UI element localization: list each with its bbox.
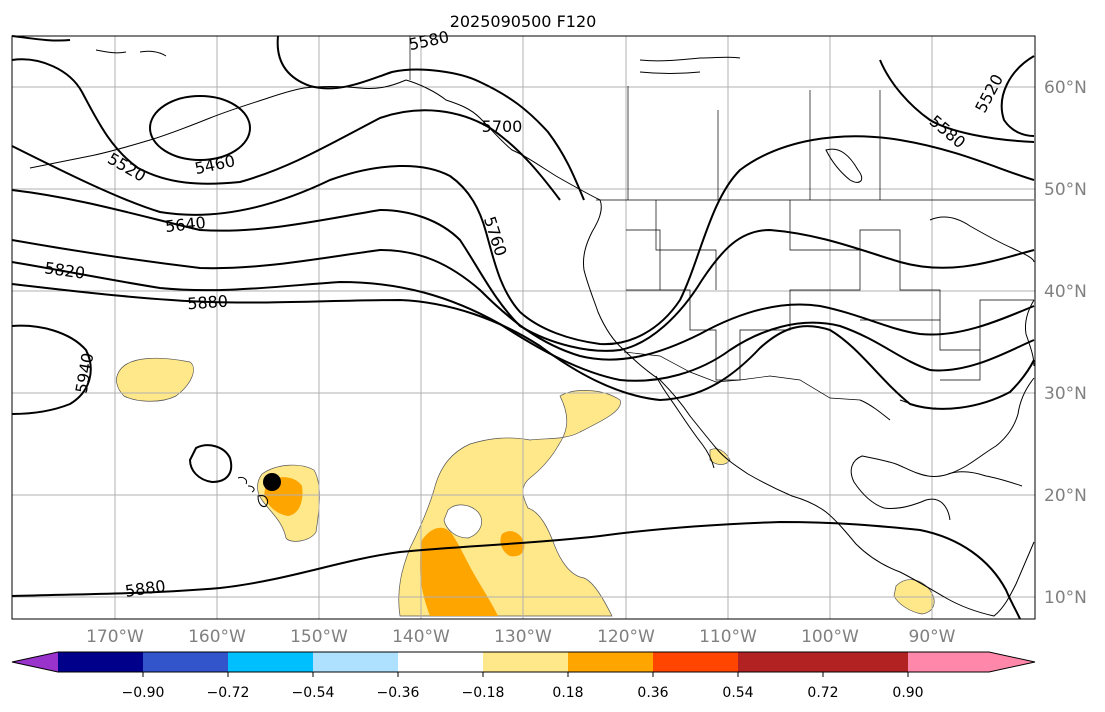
colorbar-extend-high [989, 652, 1035, 672]
colorbar-tick-label: −0.18 [462, 685, 505, 701]
lon-label-150w: 150°W [290, 627, 348, 647]
lat-label-10: 10°N [1044, 588, 1087, 608]
lat-label-50: 50°N [1044, 180, 1087, 200]
lon-label-160w: 160°W [188, 627, 246, 647]
lat-label-20: 20°N [1044, 486, 1087, 506]
alaska-north-coast [95, 49, 167, 57]
colorbar-tick-label: −0.36 [377, 685, 420, 701]
clear-hole [443, 504, 482, 539]
colorbar-segment [823, 652, 909, 672]
lon-label-120w: 120°W [597, 627, 655, 647]
colorbar-tick-label: −0.72 [207, 685, 250, 701]
hudson-bay-coast [639, 56, 741, 74]
great-lakes [929, 216, 1035, 263]
islands [237, 471, 1023, 507]
colorbar-tick-label: 0.18 [552, 685, 583, 701]
contour-5940 [11, 324, 92, 415]
cuba [947, 471, 1023, 487]
contour-5580-east [879, 59, 1035, 143]
us-state-borders [626, 200, 1034, 381]
shaded-area-west [116, 357, 194, 402]
colorbar-tick-label: 0.72 [807, 685, 838, 701]
colorbar-tick-label: 0.54 [722, 685, 753, 701]
lon-label-170w: 170°W [86, 627, 144, 647]
colorbar-tick-label: 0.90 [892, 685, 923, 701]
contour-5880-south [11, 520, 1021, 620]
colorbar-segment [653, 652, 739, 672]
baja-california-coast [655, 375, 715, 469]
shaded-core-central [420, 527, 498, 616]
storm-marker [263, 473, 281, 491]
colorbar-segment [908, 652, 989, 672]
colorbar-extend-low [12, 652, 58, 672]
colorbar-tick-labels: −0.90 −0.72 −0.54 −0.36 −0.18 0.18 0.36 … [122, 685, 924, 701]
colorbar: −0.90 −0.72 −0.54 −0.36 −0.18 0.18 0.36 … [11, 651, 1036, 701]
contour-label: 5640 [164, 213, 206, 236]
contour-label: 5880 [187, 292, 229, 314]
gridlines [12, 36, 1035, 619]
contour-5940-hawaii [188, 444, 233, 484]
latitude-labels: 60°N 50°N 40°N 30°N 20°N 10°N [1044, 78, 1087, 608]
map-panel: 5580 5520 5460 5700 5640 5820 5880 5940 … [11, 27, 1036, 620]
east-coast-us [1025, 299, 1035, 367]
colorbar-ticks [142, 672, 909, 677]
colorbar-segment [483, 652, 569, 672]
contour-label: 5700 [482, 117, 523, 136]
lon-label-130w: 130°W [494, 627, 552, 647]
colorbar-tick-label: 0.36 [637, 685, 668, 701]
contour-top-left [11, 35, 71, 42]
colorbar-segment [738, 652, 824, 672]
map-title: 2025090500 F120 [450, 12, 597, 31]
lon-label-90w: 90°W [909, 627, 956, 647]
contour-5460-low [149, 95, 251, 161]
lon-label-110w: 110°W [699, 627, 757, 647]
colorbar-tick-label: −0.54 [292, 685, 335, 701]
contour-5760 [11, 239, 1035, 361]
contour-5520-west [11, 58, 561, 201]
map-frame [11, 35, 1036, 620]
lon-label-100w: 100°W [801, 627, 859, 647]
colorbar-segment [143, 652, 229, 672]
colorbar-segment [313, 652, 399, 672]
contours [11, 35, 1035, 620]
lat-label-30: 30°N [1044, 384, 1087, 404]
lat-label-60: 60°N [1044, 78, 1087, 98]
contour-5880-north [11, 283, 1035, 410]
longitude-labels: 170°W 160°W 150°W 140°W 130°W 120°W 110°… [86, 627, 956, 647]
colorbar-segment [228, 652, 314, 672]
contour-5820 [11, 261, 1035, 382]
us-mexico-border [623, 351, 861, 401]
colorbar-segment [398, 652, 484, 672]
contour-5580-north [276, 35, 585, 201]
lat-label-40: 40°N [1044, 282, 1087, 302]
contour-5520-east [1000, 55, 1035, 137]
alaska-coast [29, 79, 407, 169]
hawaiian-islands [237, 477, 269, 507]
colorbar-outline [11, 651, 1036, 673]
lon-label-140w: 140°W [392, 627, 450, 647]
colorbar-segment [568, 652, 654, 672]
contour-5640 [11, 135, 1035, 346]
lake-winnipeg [825, 148, 863, 183]
colorbar-segment [58, 652, 144, 672]
gulf-of-mexico-coast [850, 377, 1035, 521]
colorbar-tick-label: −0.90 [122, 685, 165, 701]
political-borders [409, 36, 1034, 401]
contour-5700 [11, 189, 1035, 352]
